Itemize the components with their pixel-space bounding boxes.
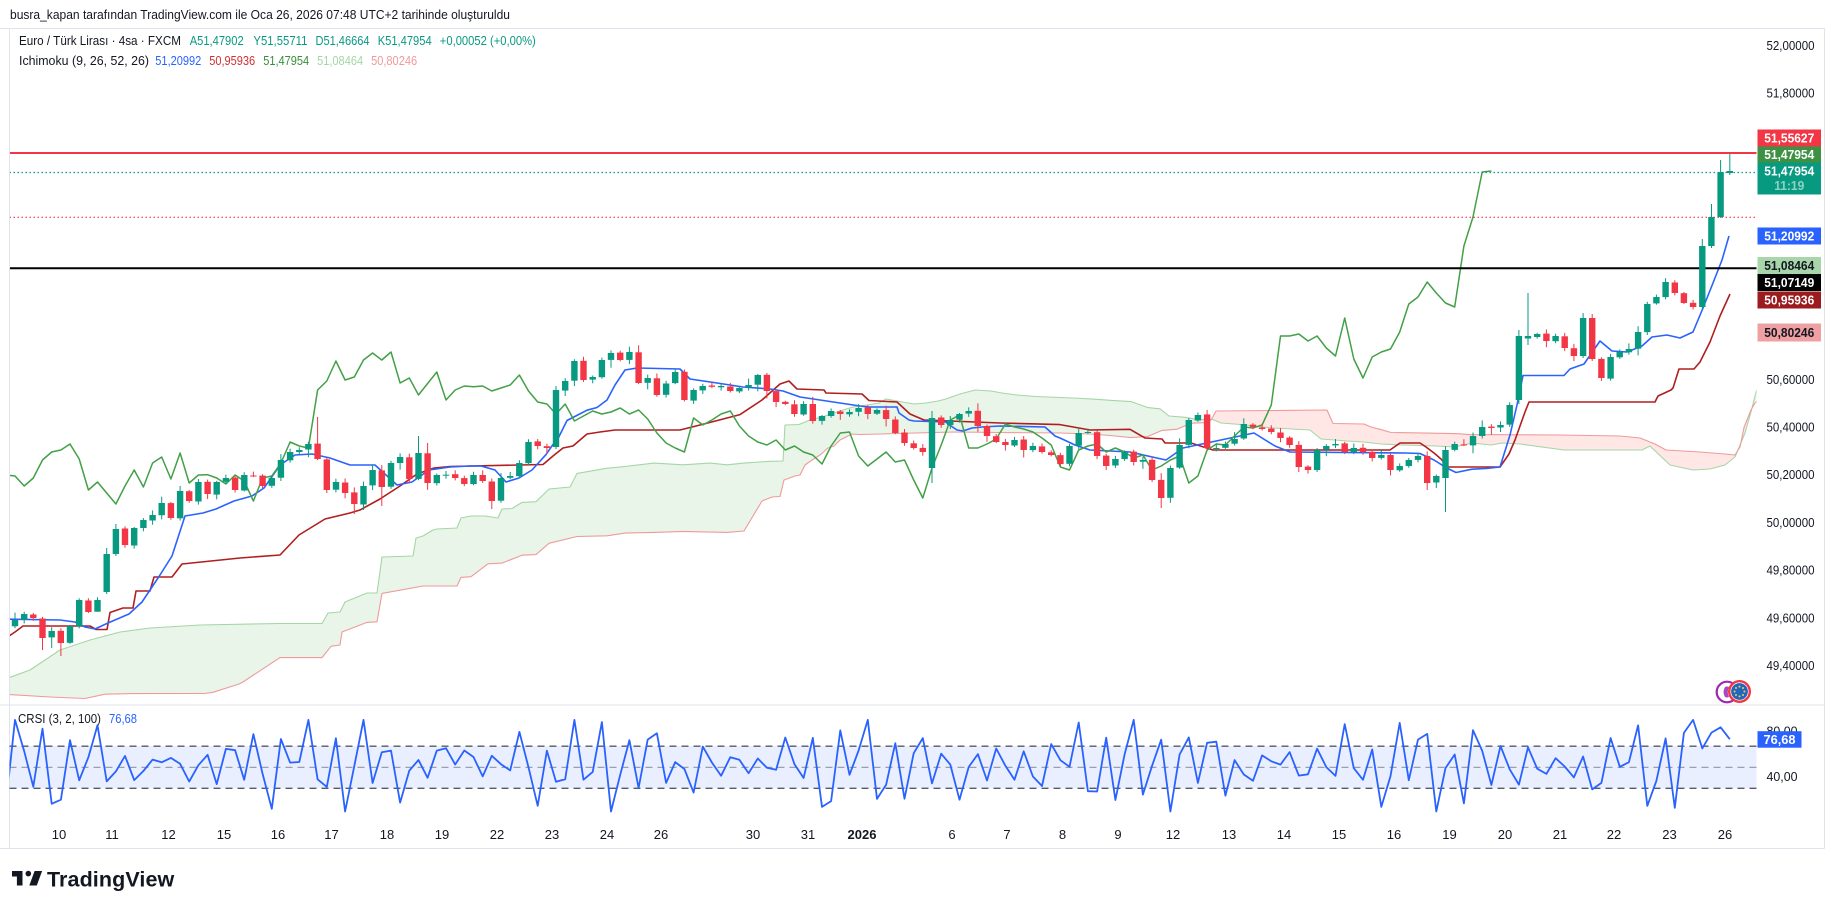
svg-text:51,20992: 51,20992 xyxy=(155,54,201,68)
svg-text:8: 8 xyxy=(1059,827,1066,842)
svg-text:11:19: 11:19 xyxy=(1774,178,1804,193)
svg-text:23: 23 xyxy=(545,827,559,842)
svg-text:24: 24 xyxy=(600,827,614,842)
svg-text:11: 11 xyxy=(105,827,119,842)
svg-text:12: 12 xyxy=(161,827,175,842)
svg-text:10: 10 xyxy=(52,827,66,842)
svg-text:51,20992: 51,20992 xyxy=(1764,229,1814,244)
svg-text:26: 26 xyxy=(1718,827,1732,842)
svg-text:18: 18 xyxy=(380,827,394,842)
svg-text:Euro / Türk Lirası · 4sa · FXC: Euro / Türk Lirası · 4sa · FXCM xyxy=(19,34,181,48)
svg-text:50,00000: 50,00000 xyxy=(1767,515,1815,530)
svg-text:40,00: 40,00 xyxy=(1767,769,1798,784)
svg-text:21: 21 xyxy=(1553,827,1567,842)
svg-text:51,07149: 51,07149 xyxy=(1764,275,1814,290)
svg-text:A51,47902: A51,47902 xyxy=(190,34,244,48)
svg-text:19: 19 xyxy=(1442,827,1456,842)
svg-text:50,95936: 50,95936 xyxy=(1764,293,1814,308)
svg-text:50,80246: 50,80246 xyxy=(371,54,417,68)
svg-text:51,08464: 51,08464 xyxy=(317,54,363,68)
svg-text:Y51,55711: Y51,55711 xyxy=(253,34,307,48)
svg-text:D51,46664: D51,46664 xyxy=(316,34,370,48)
svg-text:15: 15 xyxy=(1332,827,1346,842)
svg-text:17: 17 xyxy=(324,827,338,842)
svg-text:49,60000: 49,60000 xyxy=(1767,610,1815,625)
svg-text:50,40000: 50,40000 xyxy=(1767,420,1815,435)
svg-text:50,60000: 50,60000 xyxy=(1767,372,1815,387)
svg-text:31: 31 xyxy=(801,827,815,842)
svg-text:12: 12 xyxy=(1166,827,1180,842)
svg-text:14: 14 xyxy=(1277,827,1291,842)
svg-text:50,80246: 50,80246 xyxy=(1764,325,1814,340)
svg-text:16: 16 xyxy=(271,827,285,842)
svg-text:52,00000: 52,00000 xyxy=(1767,38,1815,53)
svg-text:51,47954: 51,47954 xyxy=(263,54,309,68)
svg-text:51,47954: 51,47954 xyxy=(1764,164,1815,179)
svg-text:49,40000: 49,40000 xyxy=(1767,658,1815,673)
svg-text:TradingView: TradingView xyxy=(47,868,175,892)
svg-text:26: 26 xyxy=(654,827,668,842)
svg-text:16: 16 xyxy=(1387,827,1401,842)
svg-text:19: 19 xyxy=(435,827,449,842)
svg-text:50,95936: 50,95936 xyxy=(209,54,255,68)
svg-text:51,08464: 51,08464 xyxy=(1764,258,1815,273)
svg-text:51,80000: 51,80000 xyxy=(1767,86,1815,101)
svg-text:23: 23 xyxy=(1662,827,1676,842)
svg-text:30: 30 xyxy=(746,827,760,842)
svg-text:20: 20 xyxy=(1498,827,1512,842)
svg-text:76,68: 76,68 xyxy=(109,712,137,726)
svg-text:49,80000: 49,80000 xyxy=(1767,563,1815,578)
svg-text:13: 13 xyxy=(1222,827,1236,842)
svg-text:7: 7 xyxy=(1003,827,1010,842)
svg-text:busra_kapan tarafından Trading: busra_kapan tarafından TradingView.com i… xyxy=(10,8,510,22)
svg-text:K51,47954: K51,47954 xyxy=(378,34,432,48)
svg-text:+0,00052 (+0,00%): +0,00052 (+0,00%) xyxy=(440,34,536,48)
svg-text:15: 15 xyxy=(217,827,231,842)
svg-text:51,55627: 51,55627 xyxy=(1764,131,1814,146)
svg-text:76,68: 76,68 xyxy=(1764,732,1796,747)
svg-text:50,20000: 50,20000 xyxy=(1767,467,1815,482)
svg-text:51,47954: 51,47954 xyxy=(1764,147,1815,162)
svg-text:2026: 2026 xyxy=(848,827,877,842)
svg-text:6: 6 xyxy=(948,827,955,842)
svg-text:9: 9 xyxy=(1114,827,1121,842)
svg-text:CRSI (3, 2, 100): CRSI (3, 2, 100) xyxy=(18,712,101,726)
svg-text:22: 22 xyxy=(490,827,504,842)
svg-text:Ichimoku (9, 26, 52, 26): Ichimoku (9, 26, 52, 26) xyxy=(19,54,149,68)
svg-text:22: 22 xyxy=(1607,827,1621,842)
